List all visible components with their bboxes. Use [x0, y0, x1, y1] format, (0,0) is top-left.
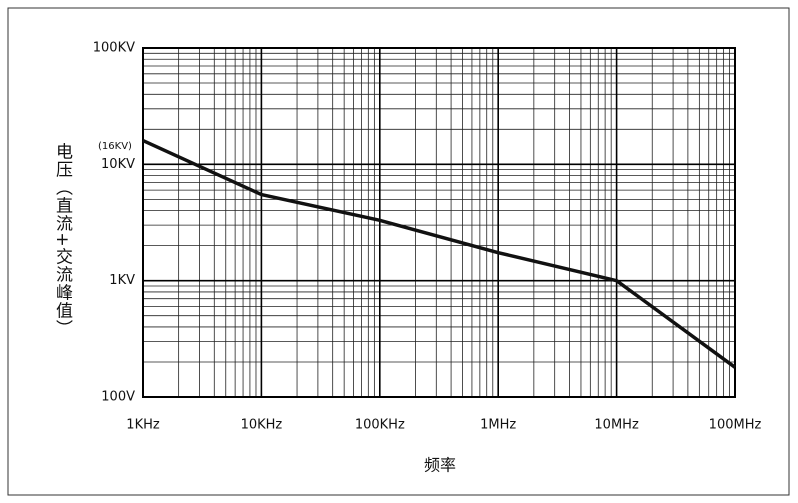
line — [142, 138, 737, 369]
frame — [7, 7, 790, 496]
x-axis-label: 频率 — [424, 456, 456, 475]
y-tick-label: 100V — [101, 390, 135, 405]
x-tick-label: 100KHz — [355, 418, 405, 433]
x-tick-label: 1MHz — [480, 418, 516, 433]
x-tick-label: 100MHz — [709, 418, 762, 433]
y-tick-label: 10KV — [101, 157, 135, 172]
plot-border — [142, 47, 736, 398]
y-tick-label: 1KV — [109, 273, 135, 288]
y-axis-label: 电压（直流+交流峰值） — [52, 142, 73, 337]
annotation: (16KV) — [98, 141, 132, 152]
x-tick-label: 10MHz — [594, 418, 639, 433]
x-tick-label: 1KHz — [126, 418, 160, 433]
x-tick-label: 10KHz — [241, 418, 283, 433]
y-tick-label: 100KV — [93, 41, 135, 56]
